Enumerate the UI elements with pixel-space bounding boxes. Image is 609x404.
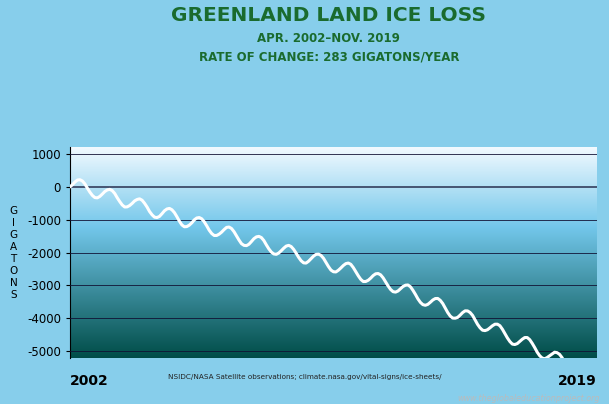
Text: GREENLAND LAND ICE LOSS: GREENLAND LAND ICE LOSS [171,6,487,25]
Text: 2019: 2019 [558,374,597,388]
Text: G
I
G
A
T
O
N
S: G I G A T O N S [9,206,18,299]
Text: 2002: 2002 [70,374,109,388]
Text: NSIDC/NASA Satellite observations; climate.nasa.gov/vital-signs/ice-sheets/: NSIDC/NASA Satellite observations; clima… [167,374,442,380]
Text: APR. 2002–NOV. 2019: APR. 2002–NOV. 2019 [258,32,400,45]
Text: www.theglobaleducationproject.org: www.theglobaleducationproject.org [457,394,600,403]
Text: RATE OF CHANGE: 283 GIGATONS/YEAR: RATE OF CHANGE: 283 GIGATONS/YEAR [199,50,459,63]
